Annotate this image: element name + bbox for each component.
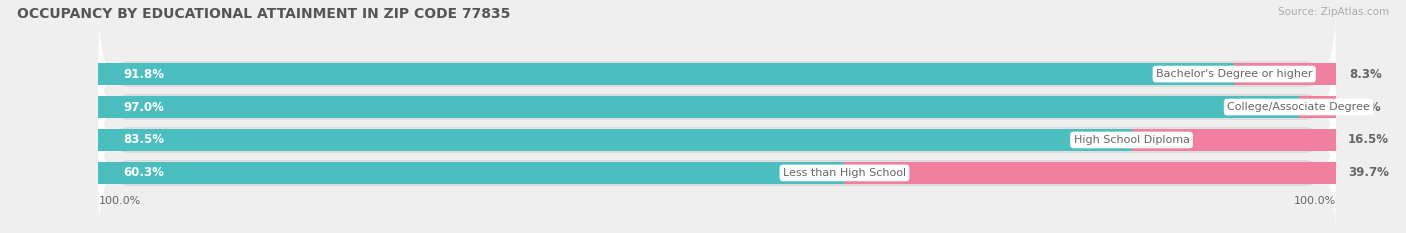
FancyBboxPatch shape — [98, 3, 1336, 145]
Text: College/Associate Degree: College/Associate Degree — [1227, 102, 1369, 112]
FancyBboxPatch shape — [98, 69, 1336, 211]
Bar — [1299, 96, 1336, 118]
Text: 83.5%: 83.5% — [124, 134, 165, 147]
FancyBboxPatch shape — [98, 102, 1336, 233]
Text: OCCUPANCY BY EDUCATIONAL ATTAINMENT IN ZIP CODE 77835: OCCUPANCY BY EDUCATIONAL ATTAINMENT IN Z… — [17, 7, 510, 21]
Bar — [98, 129, 1132, 151]
Text: 60.3%: 60.3% — [124, 166, 165, 179]
Text: 100.0%: 100.0% — [1294, 196, 1336, 206]
Text: 16.5%: 16.5% — [1348, 134, 1389, 147]
Text: Source: ZipAtlas.com: Source: ZipAtlas.com — [1278, 7, 1389, 17]
Bar — [98, 96, 1299, 118]
Bar — [98, 63, 1234, 85]
Text: Bachelor's Degree or higher: Bachelor's Degree or higher — [1156, 69, 1312, 79]
FancyBboxPatch shape — [98, 4, 1336, 144]
Bar — [1132, 129, 1336, 151]
Text: 100.0%: 100.0% — [98, 196, 141, 206]
Text: 39.7%: 39.7% — [1348, 166, 1389, 179]
Bar — [98, 162, 845, 184]
Text: Less than High School: Less than High School — [783, 168, 905, 178]
Text: High School Diploma: High School Diploma — [1074, 135, 1189, 145]
FancyBboxPatch shape — [98, 103, 1336, 233]
FancyBboxPatch shape — [98, 36, 1336, 178]
Bar — [1234, 63, 1337, 85]
Text: 3.0%: 3.0% — [1348, 100, 1381, 113]
Text: 97.0%: 97.0% — [124, 100, 165, 113]
Bar — [845, 162, 1336, 184]
FancyBboxPatch shape — [98, 70, 1336, 209]
FancyBboxPatch shape — [98, 38, 1336, 177]
Text: 91.8%: 91.8% — [124, 68, 165, 81]
Text: 8.3%: 8.3% — [1350, 68, 1382, 81]
